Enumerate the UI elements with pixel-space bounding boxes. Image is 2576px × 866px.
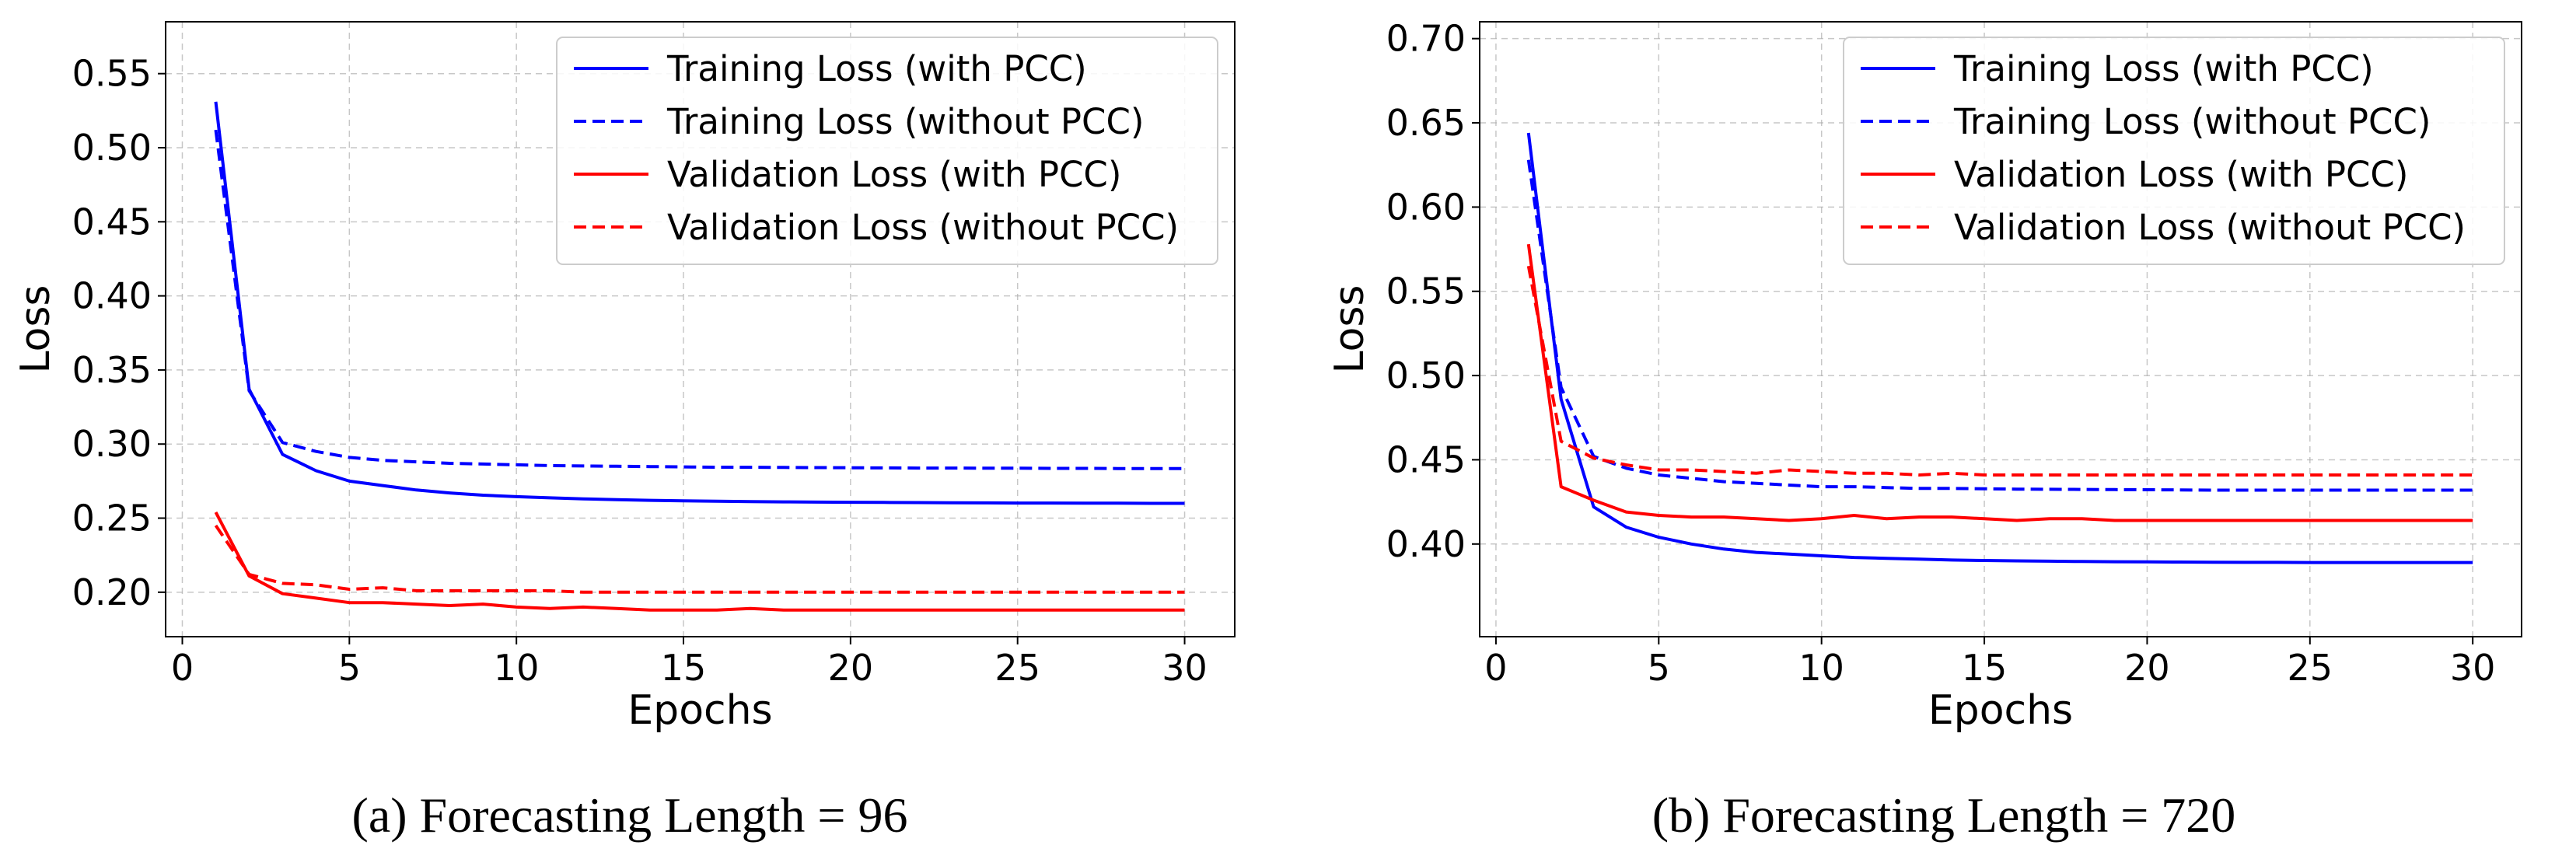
y-tick-label: 0.20	[72, 571, 152, 613]
x-axis-label: Epochs	[1928, 687, 2073, 734]
legend-label-2: Training Loss (without PCC)	[1953, 101, 2431, 142]
y-axis-label: Loss	[12, 285, 59, 373]
x-tick-label: 20	[2124, 647, 2170, 689]
y-tick-label: 0.65	[1386, 102, 1466, 144]
legend-label-1: Training Loss (with PCC)	[1953, 48, 2374, 89]
y-tick-label: 0.30	[72, 423, 152, 465]
legend-label-2: Training Loss (without PCC)	[666, 101, 1144, 142]
x-tick-label: 15	[1962, 647, 2008, 689]
x-tick-label: 0	[1484, 647, 1507, 689]
x-tick-label: 10	[1798, 647, 1844, 689]
y-tick-label: 0.50	[1386, 354, 1466, 396]
series-line-2	[214, 129, 1185, 470]
series-line-2	[1526, 159, 2473, 492]
y-tick-label: 0.55	[1386, 271, 1466, 313]
series-line-4	[1526, 265, 2473, 477]
legend-box	[1843, 37, 2505, 265]
x-axis-label: Epochs	[627, 687, 772, 734]
legend-label-1: Training Loss (with PCC)	[666, 48, 1087, 89]
x-tick-label: 15	[661, 647, 707, 689]
y-tick-label: 0.25	[72, 498, 152, 540]
legend-label-3: Validation Loss (with PCC)	[667, 154, 1121, 195]
legend-box	[556, 37, 1218, 265]
x-tick-label: 25	[2288, 647, 2333, 689]
plot-frame	[165, 21, 1236, 637]
y-tick-label: 0.45	[72, 201, 152, 243]
caption-b: (b) Forecasting Length = 720	[1652, 787, 2236, 843]
y-axis-label: Loss	[1326, 285, 1373, 373]
legend-label-3: Validation Loss (with PCC)	[1954, 154, 2408, 195]
y-tick-label: 0.45	[1386, 438, 1466, 480]
y-tick-label: 0.70	[1386, 18, 1466, 60]
series-line-1	[214, 101, 1185, 505]
y-tick-label: 0.35	[72, 349, 152, 391]
x-tick-label: 30	[1162, 647, 1208, 689]
legend-label-4: Validation Loss (without PCC)	[667, 207, 1179, 248]
x-tick-label: 30	[2450, 647, 2496, 689]
y-tick-label: 0.40	[72, 275, 152, 317]
x-tick-label: 20	[828, 647, 874, 689]
chart-forecast-96: 0 5 10 15 20 25 30 0.20 0.25 0.30 0.35 0.40 0.45 0.50…	[12, 21, 1236, 734]
y-tick-label: 0.60	[1386, 186, 1466, 228]
series-line-1	[1526, 132, 2473, 564]
x-tick-label: 25	[994, 647, 1040, 689]
x-tick-label: 10	[494, 647, 540, 689]
x-tick-label: 5	[1648, 647, 1670, 689]
x-tick-label: 0	[171, 647, 194, 689]
y-tick-label: 0.40	[1386, 523, 1466, 565]
y-tick-label: 0.50	[72, 127, 152, 169]
series-line-4	[214, 524, 1185, 594]
series-line-3	[214, 511, 1185, 612]
plot-frame	[1479, 21, 2522, 637]
caption-a: (a) Forecasting Length = 96	[352, 787, 908, 843]
chart-forecast-720: 0 5 10 15 20 25 30 0.40 0.45 0.50 0.55 0.60 0.65 0.70…	[1326, 18, 2522, 734]
legend-label-4: Validation Loss (without PCC)	[1954, 207, 2466, 248]
series-line-3	[1526, 243, 2473, 522]
x-tick-label: 5	[338, 647, 361, 689]
y-tick-label: 0.55	[72, 53, 152, 95]
